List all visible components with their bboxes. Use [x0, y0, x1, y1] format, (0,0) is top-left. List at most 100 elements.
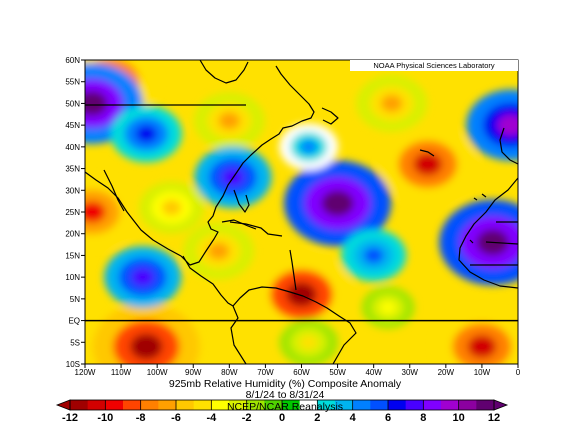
- colorbar-swatch: [282, 400, 301, 410]
- anomaly-region-5-ring-2: [85, 201, 106, 223]
- colorbar-label: 10: [453, 412, 465, 424]
- hudson-bay-coast: [199, 60, 249, 84]
- lat-label: 20N: [65, 230, 80, 239]
- colorbar-swatch: [335, 400, 354, 410]
- lon-label: 100W: [147, 368, 168, 377]
- colorbar-left-arrow: [55, 399, 71, 411]
- colorbar-swatch: [299, 400, 318, 410]
- credit-label: NOAA Physical Sciences Laboratory: [350, 60, 518, 71]
- baja-coast: [103, 169, 125, 212]
- anomaly-region-19-ring-2: [131, 267, 155, 287]
- lat-label: 5S: [70, 338, 80, 347]
- colorbar-swatch: [176, 400, 195, 410]
- north-america-coast: [85, 65, 315, 266]
- colorbar-label: 4: [350, 412, 357, 424]
- colorbar-label: 6: [385, 412, 391, 424]
- lat-label: 30N: [65, 186, 80, 195]
- canary-islands: [473, 193, 487, 201]
- map-title: 925mb Relative Humidity (%) Composite An…: [168, 378, 402, 390]
- lat-label: 10S: [66, 360, 80, 369]
- south-america-coast: [232, 286, 357, 364]
- central-america-coast: [182, 255, 234, 307]
- anomaly-region-6-ring-2: [218, 112, 240, 130]
- colorbar-swatch: [458, 400, 477, 410]
- source-label: NCEP/NCAR Reanalysis: [226, 401, 344, 413]
- colorbar-swatch: [423, 400, 442, 410]
- lon-label: 110W: [111, 368, 132, 377]
- colorbar: -12 -10 -8 -6 -4 -2 0 2 4 6 8 10 12: [55, 399, 509, 424]
- colorbar-label: 2: [314, 412, 320, 424]
- colorbar-swatch: [352, 400, 371, 410]
- anomaly-field: [85, 60, 518, 364]
- lat-label: 5N: [70, 295, 80, 304]
- lon-label: 120W: [75, 368, 96, 377]
- lesser-antilles: [289, 249, 297, 291]
- colorbar-swatch: [405, 400, 424, 410]
- anomaly-region-15-ring-2: [321, 190, 354, 217]
- lon-label: 20W: [438, 368, 455, 377]
- colorbar-swatch: [70, 400, 89, 410]
- colorbar-swatch: [476, 400, 495, 410]
- lat-label: 15N: [65, 251, 80, 260]
- lat-label: EQ: [68, 317, 80, 326]
- anomaly-region-3-ring-2: [413, 152, 443, 176]
- anomaly-region-1-ring-2: [286, 282, 317, 307]
- colorbar-label: -12: [62, 412, 78, 424]
- cape-verde: [469, 239, 474, 244]
- colorbar-swatch: [229, 400, 248, 410]
- colorbar-label: -6: [171, 412, 181, 424]
- anomaly-region-17-ring-2: [497, 114, 518, 136]
- colorbar-label: -10: [97, 412, 113, 424]
- colorbar-label: -8: [136, 412, 146, 424]
- south-america-west-coast: [230, 305, 247, 364]
- anomaly-region-18-ring-2: [363, 247, 384, 264]
- lon-label: 80W: [221, 368, 238, 377]
- lon-label: 10W: [474, 368, 491, 377]
- lat-label: 45N: [65, 121, 80, 130]
- lat-label: 50N: [65, 99, 80, 108]
- colorbar-swatch: [87, 400, 106, 410]
- colorbar-swatch: [246, 400, 265, 410]
- anomaly-region-0-ring-2: [130, 333, 163, 360]
- colorbar-swatch: [441, 400, 460, 410]
- lon-label: 70W: [257, 368, 274, 377]
- anomaly-region-13-ring-2: [135, 125, 157, 143]
- colorbar-right-arrow: [493, 399, 509, 411]
- colorbar-label: 12: [488, 412, 500, 424]
- lon-label: 60W: [293, 368, 310, 377]
- iberia-coast: [499, 127, 518, 165]
- lon-label: 90W: [185, 368, 202, 377]
- anomaly-region-8-ring-2: [161, 199, 182, 216]
- anomaly-region-20-ring-2: [299, 139, 318, 154]
- colorbar-swatch: [370, 400, 389, 410]
- lat-label: 35N: [65, 165, 80, 174]
- anomaly-region-10-ring-2: [299, 335, 318, 350]
- colorbar-swatch: [140, 400, 159, 410]
- lat-label: 55N: [65, 78, 80, 87]
- colorbar-swatch: [317, 400, 336, 410]
- cuba: [221, 219, 257, 230]
- anomaly-region-4-ring-2: [467, 335, 497, 359]
- lon-label: 30W: [402, 368, 419, 377]
- anomaly-region-12-ring-2: [85, 91, 108, 116]
- lat-label: 60N: [65, 56, 80, 65]
- newfoundland: [321, 107, 339, 125]
- anomaly-region-11-ring-2: [380, 301, 397, 314]
- lat-label: 40N: [65, 143, 80, 152]
- colorbar-swatch: [158, 400, 177, 410]
- longitude-axis: 120W 110W 100W 90W 80W 70W 60W 50W 40W 30W 20W 10W 0: [75, 364, 521, 377]
- azores: [419, 149, 435, 157]
- colorbar-swatch: [105, 400, 124, 410]
- lon-label: 40W: [365, 368, 382, 377]
- colorbar-label: 8: [420, 412, 426, 424]
- colorbar-swatch: [211, 400, 230, 410]
- colorbar-label: 0: [279, 412, 285, 424]
- lat-label: 10N: [65, 273, 80, 282]
- colorbar-swatch: [193, 400, 212, 410]
- lon-label: 50W: [329, 368, 346, 377]
- lon-label: 0: [516, 368, 521, 377]
- colorbar-swatch: [264, 400, 283, 410]
- date-range: 8/1/24 to 8/31/24: [245, 389, 325, 401]
- africa-borders: [470, 221, 518, 266]
- lat-label: 25N: [65, 208, 80, 217]
